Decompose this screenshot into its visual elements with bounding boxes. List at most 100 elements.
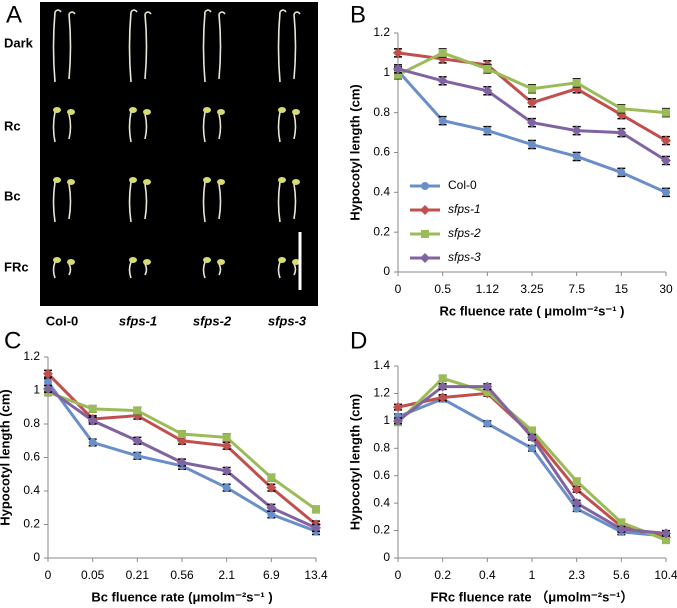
marker [133,451,142,460]
panel-letter: D [350,327,367,354]
x-tick-label: 0.21 [126,568,150,582]
y-axis-title: Hypocotyl length (cm) [347,394,362,531]
y-tick-label: 1.2 [23,349,40,363]
seedling-stem [52,11,56,83]
x-axis-title: Bc fluence rate (μmolm⁻²s⁻¹ ) [91,589,272,604]
legend-label: sfps-3 [448,250,481,264]
column-label: sfps-2 [193,313,232,328]
marker [661,135,671,146]
marker [177,435,187,446]
y-axis-title: Hypocotyl length (cm) [0,389,12,526]
panel-letter: B [350,1,366,28]
x-tick-label: 3.25 [520,282,544,296]
marker [133,406,142,415]
column-label: Col-0 [46,313,79,328]
marker [437,381,448,392]
marker [528,444,536,453]
marker [483,64,492,73]
marker [267,473,276,482]
marker [527,97,537,108]
marker [483,419,492,428]
cotyledon [53,177,61,183]
marker [266,482,277,493]
y-tick-label: 0.6 [23,450,40,464]
cotyledon [129,107,137,113]
seedling-stem [293,183,297,220]
x-tick-label: 0.05 [81,568,105,582]
x-tick-label: 0 [45,568,52,582]
marker [88,438,97,447]
seedling-stem [144,13,148,80]
marker [572,78,581,87]
x-axis-title: Rc fluence rate ( μmolm⁻²s⁻¹ ) [440,303,625,318]
seedling-stem [68,113,72,140]
seedling-stem [202,11,206,83]
marker [88,404,97,413]
y-tick-label: 0 [383,550,390,564]
series-line [397,391,667,539]
row-label: Dark [4,35,34,50]
y-tick-label: 0 [383,264,390,278]
x-tick-label: 7.5 [568,282,585,296]
seedling-stem [293,263,297,276]
column-label: sfps-3 [268,313,307,328]
marker [527,117,537,128]
seedling-stem [202,181,206,223]
series-line [396,376,667,542]
marker [420,205,430,215]
cotyledon [143,179,151,185]
marker [482,381,493,392]
marker [662,188,670,197]
marker [571,484,582,495]
row-label: FRc [4,259,29,274]
marker [87,415,98,426]
y-tick-label: 1.4 [373,358,390,372]
marker [661,528,671,539]
seedling-stem [52,181,56,223]
marker [572,477,581,486]
marker [662,108,670,117]
series-line [46,372,317,526]
x-tick-label: 0.5 [434,282,451,296]
marker [617,168,626,177]
marker [178,430,186,439]
marker [393,47,403,58]
marker [266,502,277,513]
row-label: Bc [4,188,21,203]
legend-label: sfps-1 [448,202,481,216]
seedling-stem [68,183,72,220]
seedling-stem [128,11,132,83]
legend-label: Col-0 [448,178,477,192]
panel-letter: A [6,1,22,28]
x-tick-label: 0 [395,282,402,296]
x-tick-label: 2.1 [218,568,235,582]
seedling-stem [277,111,281,143]
cotyledon [292,179,300,185]
y-tick-label: 1.2 [373,386,390,400]
seedling-stem [277,181,281,223]
marker [528,426,536,435]
x-tick-label: 10.4 [654,568,677,582]
cotyledon [217,109,225,115]
seedling-stem [218,13,222,80]
cotyledon [143,259,151,265]
cotyledon [203,177,211,183]
marker [421,182,429,190]
marker [177,457,187,468]
marker [311,522,321,533]
seedling-stem [128,181,132,223]
x-tick-label: 5.6 [613,568,630,582]
seedling-hook [279,9,287,13]
series-line [397,385,667,535]
marker [483,126,492,135]
seedling-stem [128,111,132,143]
seedling-hook [130,9,138,13]
cotyledon [278,257,286,263]
x-tick-label: 0.4 [479,568,496,582]
seedling-stem [144,183,148,220]
cotyledon [278,107,286,113]
seedling-stem [293,13,297,80]
series-line [397,397,667,538]
seedlings [52,9,301,279]
cotyledon [292,109,300,115]
